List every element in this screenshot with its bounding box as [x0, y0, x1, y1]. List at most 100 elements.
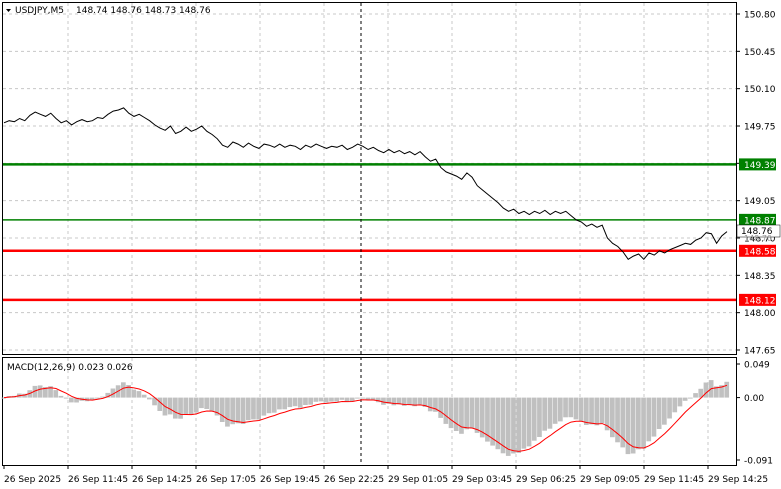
time-tick-label: 29 Sep 11:45 — [644, 475, 704, 485]
level-label: 148.12 — [744, 296, 776, 306]
level-label: 148.58 — [744, 247, 776, 257]
macd-bar — [677, 397, 683, 407]
macd-bar — [43, 387, 48, 398]
time-tick-label: 26 Sep 22:25 — [324, 475, 384, 485]
macd-bar — [620, 397, 626, 448]
price-tick-label: 148.35 — [744, 272, 776, 282]
macd-bar — [53, 390, 59, 398]
macd-bar — [479, 397, 485, 438]
time-tick-label: 29 Sep 03:45 — [452, 475, 512, 485]
time-tick-label: 26 Sep 2025 — [4, 475, 61, 485]
macd-bar — [599, 397, 605, 424]
time-tick-label: 26 Sep 19:45 — [260, 475, 320, 485]
price-tick-label: 150.80 — [744, 11, 776, 21]
price-tick-label: 148.70 — [744, 235, 776, 245]
macd-bar — [407, 397, 412, 405]
macd-bar — [615, 397, 620, 443]
level-tag — [739, 244, 776, 257]
macd-bar — [1, 397, 7, 399]
macd-label: MACD(12,26,9) 0.023 0.026 — [7, 363, 133, 373]
macd-bar — [610, 397, 615, 438]
macd-bar — [516, 397, 521, 453]
macd-bar — [69, 397, 74, 403]
time-tick-label: 26 Sep 14:25 — [132, 475, 192, 485]
macd-bar — [339, 397, 345, 400]
current-price-label: 148.76 — [741, 227, 773, 237]
collapse-triangle-icon[interactable] — [6, 9, 11, 12]
macd-bar — [271, 397, 277, 413]
macd-bar — [448, 397, 454, 429]
macd-bar — [417, 397, 423, 405]
time-tick-label: 26 Sep 11:45 — [68, 475, 128, 485]
macd-bar — [225, 397, 230, 427]
macd-bar — [672, 397, 678, 413]
macd-bar — [464, 397, 469, 430]
macd-bar — [651, 397, 657, 437]
macd-bar — [724, 381, 730, 398]
macd-bar — [199, 397, 204, 409]
price-line-layer — [3, 107, 728, 261]
price-line — [3, 107, 728, 261]
price-tick-label: 149.05 — [744, 197, 776, 207]
macd-bar — [563, 397, 568, 418]
macd-bar — [214, 397, 220, 416]
time-tick-label: 29 Sep 06:25 — [516, 475, 576, 485]
macd-bar — [365, 397, 371, 401]
price-panel[interactable] — [2, 2, 737, 355]
macd-bar — [141, 394, 147, 398]
macd-bar — [63, 397, 69, 399]
macd-bar — [334, 397, 339, 402]
macd-bar — [235, 397, 241, 424]
macd-bar — [32, 385, 38, 398]
time-axis[interactable]: 26 Sep 2025 26 Sep 11:45 26 Sep 14:25 26 Se… — [3, 465, 768, 485]
macd-bar — [604, 397, 610, 431]
macd-bar — [427, 397, 433, 412]
macd-bar — [277, 397, 282, 410]
time-tick-label: 29 Sep 09:05 — [580, 475, 640, 485]
price-axis[interactable]: 150.80150.45150.10149.75149.40149.05148.… — [736, 11, 776, 357]
macd-bar — [360, 397, 365, 399]
macd-bar — [323, 397, 329, 403]
macd-bar — [646, 397, 652, 442]
macd-bar — [131, 389, 137, 398]
time-tick-label: 26 Sep 17:05 — [196, 475, 256, 485]
macd-bar — [636, 397, 641, 450]
macd-bar — [386, 397, 391, 404]
macd-bar — [453, 397, 459, 431]
macd-bar — [308, 397, 313, 405]
macd-bar — [552, 397, 558, 424]
macd-bar — [89, 397, 95, 401]
macd-axis[interactable]: 0.049 0.00 -0.091 — [736, 361, 773, 467]
price-tick-label: 149.75 — [744, 123, 776, 133]
macd-bar — [282, 397, 287, 410]
price-tick-label: 147.65 — [744, 347, 776, 357]
macd-bar — [505, 397, 511, 456]
macd-bar — [209, 397, 215, 412]
macd-bar — [578, 397, 584, 422]
macd-bar — [443, 397, 449, 424]
macd-tick-label: 0.049 — [744, 361, 770, 371]
macd-bar — [537, 397, 542, 437]
macd-bar — [412, 397, 417, 407]
macd-bar — [719, 385, 724, 398]
macd-bar — [292, 397, 298, 407]
macd-bar — [459, 397, 464, 434]
macd-bar — [313, 397, 319, 402]
macd-bar — [178, 397, 183, 419]
macd-bar — [261, 397, 267, 416]
macd-bar — [656, 397, 662, 429]
macd-bar — [349, 397, 355, 402]
macd-bar — [266, 397, 272, 414]
grid — [3, 3, 736, 465]
macd-bar — [526, 397, 532, 447]
macd-bar — [474, 397, 480, 433]
macd-bar — [547, 397, 553, 429]
macd-bar — [167, 397, 173, 415]
macd-bar — [152, 397, 157, 406]
macd-bar — [100, 396, 105, 398]
macd-bar — [48, 386, 53, 398]
current-price-tag — [736, 224, 781, 238]
macd-bar — [641, 397, 646, 449]
macd-bar — [173, 397, 178, 419]
